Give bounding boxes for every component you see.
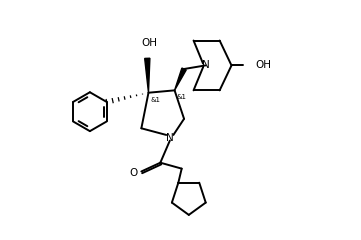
Text: O: O bbox=[129, 168, 138, 178]
Text: OH: OH bbox=[255, 60, 271, 70]
Text: &1: &1 bbox=[177, 94, 187, 100]
Text: N: N bbox=[166, 133, 174, 143]
Text: &1: &1 bbox=[151, 97, 161, 103]
Polygon shape bbox=[175, 68, 186, 90]
Text: OH: OH bbox=[142, 38, 158, 48]
Text: N: N bbox=[201, 60, 209, 70]
Polygon shape bbox=[145, 58, 150, 93]
